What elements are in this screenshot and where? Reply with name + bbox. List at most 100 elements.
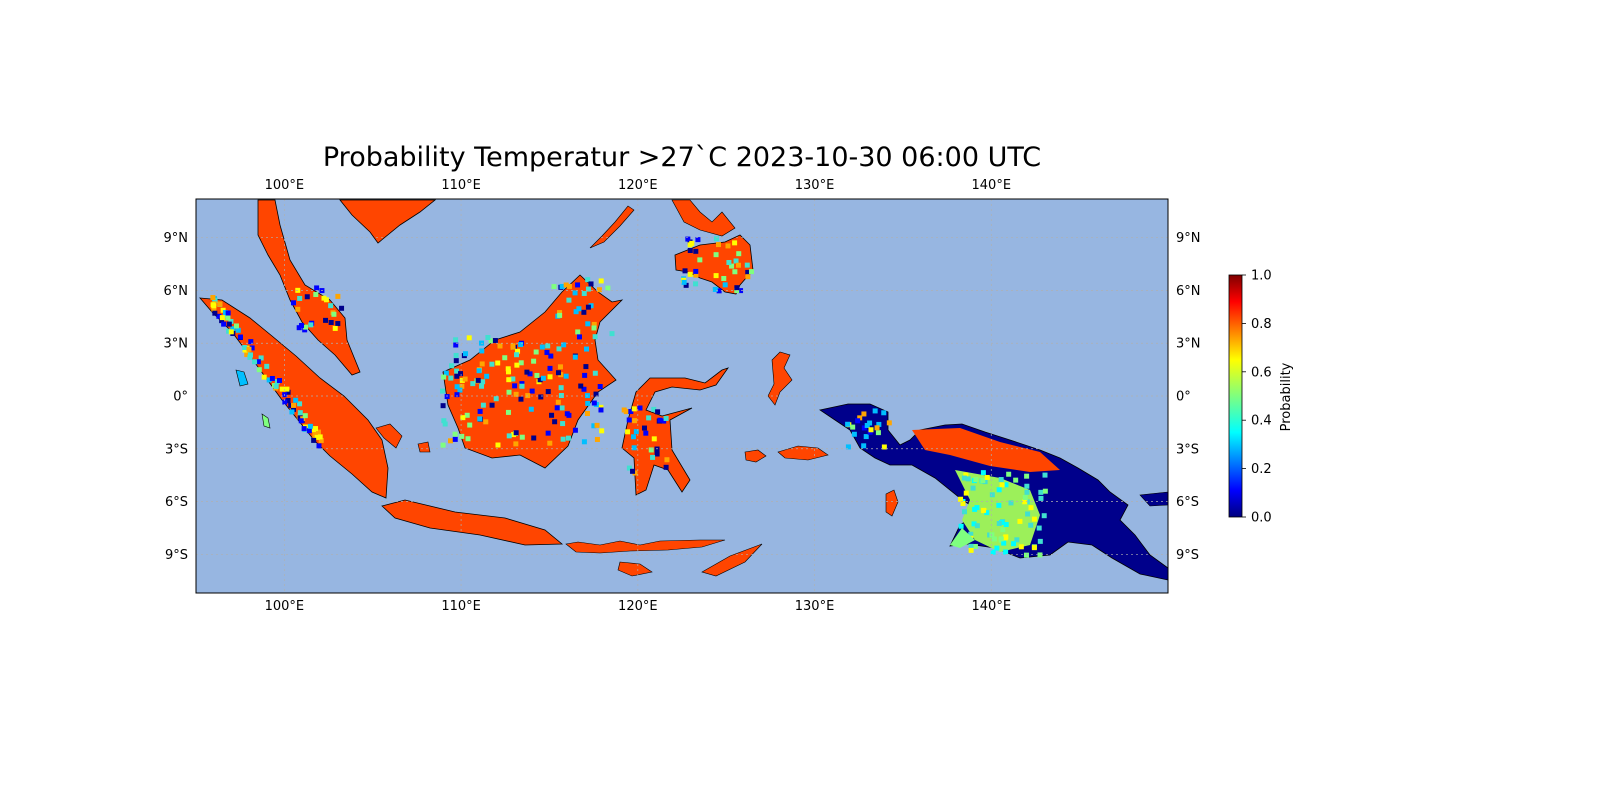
probability-cell (713, 273, 719, 279)
probability-cell (738, 288, 744, 294)
probability-cell (440, 388, 446, 394)
probability-cell (497, 343, 503, 349)
probability-cell (459, 383, 465, 389)
probability-cell (597, 384, 603, 390)
probability-cell (861, 411, 867, 417)
probability-cell (989, 532, 995, 538)
probability-cell (994, 545, 1000, 551)
probability-cell (591, 400, 597, 406)
probability-cell (981, 507, 987, 513)
probability-cell (276, 378, 282, 384)
probability-cell (558, 385, 564, 391)
probability-cell (256, 367, 262, 373)
probability-cell (495, 360, 501, 366)
probability-cell (968, 547, 974, 553)
probability-cell (442, 421, 448, 427)
probability-cell (284, 386, 290, 392)
probability-cell (581, 290, 587, 296)
probability-cell (726, 259, 732, 265)
probability-cell (561, 342, 567, 348)
probability-cell (453, 358, 459, 364)
probability-cell (489, 402, 495, 408)
probability-cell (539, 344, 545, 350)
probability-cell (584, 393, 590, 399)
probability-cell (212, 310, 218, 316)
probability-cell (1017, 518, 1023, 524)
probability-cell (551, 284, 557, 290)
probability-cell (582, 372, 588, 378)
probability-cell (552, 419, 558, 425)
probability-cell (488, 338, 494, 344)
probability-cell (467, 422, 473, 428)
probability-cell (547, 374, 553, 380)
probability-cell (599, 428, 605, 434)
new-guinea-mid-zone (955, 470, 1040, 552)
probability-cell (623, 409, 629, 415)
probability-cell (529, 388, 535, 394)
sumba (617, 561, 653, 577)
probability-cell (744, 262, 750, 268)
probability-cell (555, 399, 561, 405)
seram (777, 445, 829, 461)
probability-cell (298, 418, 304, 424)
probability-cell (998, 536, 1004, 542)
probability-cell (1038, 495, 1044, 501)
probability-cell (510, 376, 516, 382)
probability-cell (547, 440, 553, 446)
probability-cell (564, 411, 570, 417)
probability-cell (734, 285, 740, 291)
probability-cell (858, 407, 864, 413)
probability-cell (228, 318, 234, 324)
probability-cell (970, 485, 976, 491)
probability-cell (851, 431, 857, 437)
probability-cell (650, 454, 656, 460)
lon-ticks-bottom: 100°E 110°E 120°E 130°E 140°E (265, 599, 1011, 614)
probability-cell (968, 531, 974, 537)
siberut (261, 413, 271, 429)
probability-cell (1028, 505, 1034, 511)
probability-cell (242, 345, 248, 351)
probability-cell (233, 323, 239, 329)
probability-cell (321, 295, 327, 301)
probability-cell (643, 430, 649, 436)
lat-tick-label-right: 9°N (1176, 231, 1201, 246)
probability-cell (572, 427, 578, 433)
probability-cell (960, 500, 966, 506)
probability-cell (464, 412, 470, 418)
probability-cell (886, 420, 892, 426)
probability-cell (663, 464, 669, 470)
probability-cell (211, 303, 217, 309)
probability-cell (230, 326, 236, 332)
halmahera (767, 351, 793, 406)
probability-cell (545, 343, 551, 349)
aru-islands (885, 489, 899, 517)
probability-cell (998, 477, 1004, 483)
lat-tick-label-left: 9°S (165, 548, 188, 563)
new-britain (1139, 491, 1168, 507)
lon-tick-label-top: 120°E (618, 178, 658, 193)
probability-cell (585, 277, 591, 283)
probability-cell (514, 362, 520, 368)
indochina-south (339, 199, 437, 244)
probability-cell (745, 269, 751, 275)
probability-cell (591, 321, 597, 327)
probability-cell (712, 286, 718, 292)
probability-cell (682, 268, 688, 274)
probability-cell (857, 415, 863, 421)
probability-cell (524, 369, 530, 375)
probability-cell (311, 437, 317, 443)
probability-cell (210, 295, 216, 301)
probability-cell (559, 283, 565, 289)
probability-cell (484, 373, 490, 379)
probability-cell (867, 420, 873, 426)
probability-cell (560, 421, 566, 427)
lat-tick-label-left: 3°S (165, 442, 188, 457)
probability-cell (861, 443, 867, 449)
lon-tick-label-bottom: 100°E (265, 599, 305, 614)
probability-cell (476, 368, 482, 374)
probability-cell (335, 321, 341, 327)
probability-cell (633, 429, 639, 435)
probability-cell (448, 375, 454, 381)
probability-cell (226, 328, 232, 334)
probability-cell (216, 313, 222, 319)
